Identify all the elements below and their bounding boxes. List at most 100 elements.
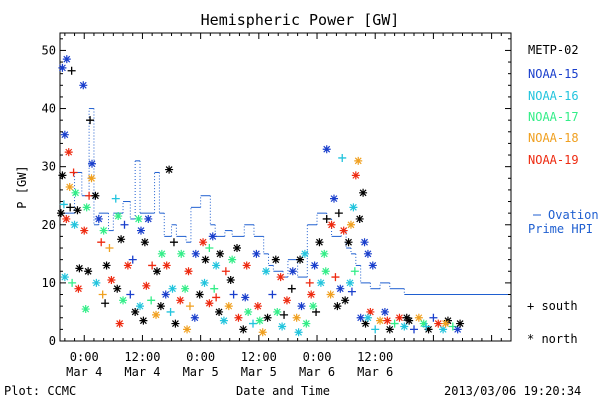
data-point-south [147, 296, 156, 305]
data-point-north [171, 319, 180, 328]
x-tick-time-label: 0:00 [70, 350, 99, 364]
x-tick-date-label: Mar 5 [183, 365, 219, 379]
data-point-north [119, 296, 128, 305]
data-point-south [148, 261, 157, 270]
data-point-north [297, 302, 306, 311]
data-point-north [326, 290, 335, 299]
data-point-north [190, 313, 199, 322]
data-point-north [349, 203, 358, 212]
data-point-north [288, 267, 297, 276]
legend-noaa-15: NOAA-15 [528, 67, 579, 81]
data-point-north [345, 278, 354, 287]
data-point-north [216, 249, 225, 258]
plot-timestamp: 2013/03/06 19:20:34 [444, 384, 582, 398]
data-point-north [344, 238, 353, 247]
data-point-north [91, 191, 100, 200]
data-point-north [339, 226, 348, 235]
data-point-north [136, 226, 145, 235]
y-axis-label: P [GW] [15, 165, 29, 209]
data-point-north [242, 261, 251, 270]
data-point-north [361, 319, 370, 328]
data-point-south [169, 238, 178, 247]
data-point-north [152, 310, 161, 319]
data-point-north [376, 316, 385, 325]
x-axis-label: Date and Time [236, 384, 330, 398]
data-point-north [419, 319, 428, 328]
data-point-north [162, 261, 171, 270]
data-points [56, 55, 465, 337]
data-point-south [331, 273, 340, 282]
data-point-north [380, 307, 389, 316]
data-point-north [74, 284, 83, 293]
data-point-south [390, 319, 399, 328]
data-point-south [67, 66, 76, 75]
data-point-north [177, 249, 186, 258]
data-point-north [88, 159, 97, 168]
y-tick-label: 40 [42, 102, 56, 116]
data-point-north [75, 264, 84, 273]
data-point-north [273, 307, 282, 316]
data-point-north [81, 305, 90, 314]
x-tick-date-label: Mar 6 [357, 365, 393, 379]
data-point-north [191, 249, 200, 258]
data-point-north [351, 171, 360, 180]
data-point-south [305, 278, 314, 287]
data-point-north [144, 214, 153, 223]
y-tick-label: 20 [42, 218, 56, 232]
data-point-north [94, 214, 103, 223]
data-point-south [268, 290, 277, 299]
data-point-south [210, 284, 219, 293]
data-point-north [181, 284, 190, 293]
ovation-legend-line2: Prime HPI [528, 222, 594, 236]
data-point-north [60, 273, 69, 282]
data-point-north [58, 171, 67, 180]
data-point-south [334, 209, 343, 218]
data-point-south [105, 244, 114, 253]
data-point-south [97, 238, 106, 247]
data-point-south [59, 200, 68, 209]
data-point-north [456, 319, 465, 328]
data-point-north [62, 214, 71, 223]
data-point-north [200, 278, 209, 287]
x-tick-date-label: Mar 4 [124, 365, 160, 379]
data-point-north [65, 183, 74, 191]
data-point-north [302, 319, 311, 328]
data-point-north [131, 307, 140, 316]
data-point-south [287, 284, 296, 293]
data-point-north [142, 281, 151, 290]
x-tick-time-label: 0:00 [303, 350, 332, 364]
data-point-north [355, 214, 364, 223]
x-tick-date-label: Mar 5 [241, 365, 277, 379]
data-point-north [346, 220, 355, 229]
data-point-north [453, 325, 462, 334]
data-point-north [336, 284, 345, 293]
data-point-north [322, 145, 331, 154]
data-point-north [400, 322, 409, 331]
data-point-north [439, 325, 448, 334]
data-point-north [296, 255, 305, 264]
data-point-south [322, 214, 331, 223]
data-point-south [422, 322, 431, 331]
data-point-north [309, 302, 318, 311]
data-point-north [157, 249, 166, 258]
data-point-north [183, 325, 192, 334]
data-point-north [79, 81, 88, 90]
data-point-north [70, 220, 79, 229]
y-tick-label: 50 [42, 43, 56, 57]
legend-south: + south [527, 299, 578, 313]
data-point-north [333, 302, 342, 311]
data-point-north [161, 290, 170, 299]
data-point-north [276, 273, 285, 282]
data-point-south [229, 290, 238, 299]
data-point-south [111, 194, 120, 203]
legend-noaa-16: NOAA-16 [528, 89, 579, 103]
data-point-north [99, 226, 108, 235]
data-point-north [402, 313, 411, 322]
data-point-north [294, 328, 303, 337]
legend-noaa-19: NOAA-19 [528, 153, 579, 167]
data-point-north [224, 302, 233, 311]
data-point-north [241, 293, 250, 302]
data-point-north [215, 307, 224, 316]
data-point-north [255, 316, 264, 325]
